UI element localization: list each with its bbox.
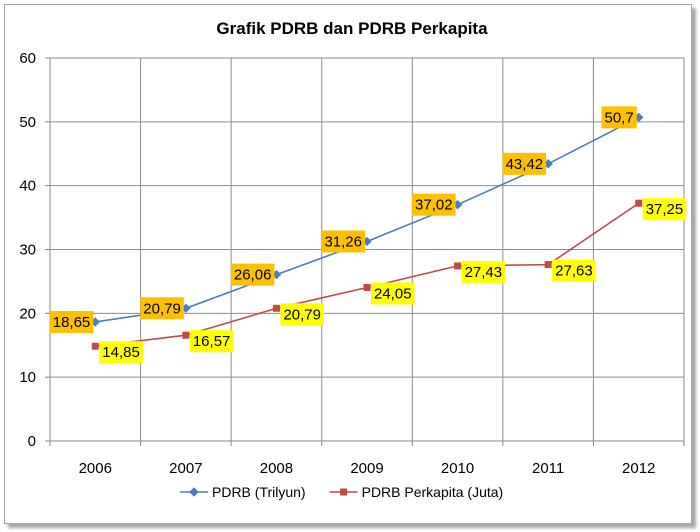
y-tick-label: 0 xyxy=(28,433,36,450)
data-point-marker xyxy=(91,342,99,350)
svg-text:18,65: 18,65 xyxy=(53,314,91,331)
data-point-marker xyxy=(272,304,280,312)
data-label: 14,85 xyxy=(99,341,143,364)
data-label: 37,25 xyxy=(642,198,687,221)
x-tick-label: 2010 xyxy=(441,460,474,477)
legend-item-1: PDRB (Trilyun) xyxy=(180,484,306,500)
data-point-marker xyxy=(454,262,462,270)
x-tick-label: 2008 xyxy=(260,460,293,477)
chart-title: Grafik PDRB dan PDRB Perkapita xyxy=(216,19,488,38)
y-tick-label: 20 xyxy=(19,305,36,322)
axes: 0 10 20 30 40 50 60 2006 2007 2008 2009 2010 2011 201… xyxy=(19,50,685,477)
data-label: 37,02 xyxy=(412,193,456,216)
svg-text:27,63: 27,63 xyxy=(555,263,593,280)
data-labels: 18,65 20,79 26,06 31,26 37,02 43,42 50,7 14,85 1… xyxy=(49,106,687,364)
y-tick-label: 30 xyxy=(19,242,36,259)
legend-label: PDRB Perkapita (Juta) xyxy=(362,484,504,500)
data-point-marker xyxy=(363,283,371,291)
svg-text:50,7: 50,7 xyxy=(605,109,634,126)
data-label: 20,79 xyxy=(280,303,324,326)
svg-text:20,79: 20,79 xyxy=(283,306,321,323)
grid-lines xyxy=(50,57,685,441)
legend-label: PDRB (Trilyun) xyxy=(212,484,306,500)
data-label: 18,65 xyxy=(49,310,94,333)
data-label: 27,63 xyxy=(552,259,596,282)
data-label: 50,7 xyxy=(601,106,637,129)
svg-text:37,25: 37,25 xyxy=(646,201,684,218)
data-label: 27,43 xyxy=(461,260,506,283)
y-tick-label: 60 xyxy=(19,50,36,67)
data-label: 16,57 xyxy=(189,330,234,353)
data-point-marker xyxy=(182,331,190,339)
data-label: 20,79 xyxy=(140,297,184,320)
y-tick-label: 10 xyxy=(19,369,36,386)
data-point-marker xyxy=(544,261,552,269)
x-tick-label: 2009 xyxy=(350,460,383,477)
x-tick-label: 2007 xyxy=(169,460,202,477)
svg-text:20,79: 20,79 xyxy=(143,300,181,317)
svg-text:37,02: 37,02 xyxy=(415,197,453,214)
data-label: 24,05 xyxy=(371,282,415,305)
svg-text:24,05: 24,05 xyxy=(374,285,412,302)
x-tick-label: 2012 xyxy=(622,460,655,477)
data-label: 31,26 xyxy=(321,230,365,253)
svg-text:27,43: 27,43 xyxy=(465,264,503,281)
svg-text:26,06: 26,06 xyxy=(234,267,272,284)
legend: PDRB (Trilyun) PDRB Perkapita (Juta) xyxy=(180,484,503,500)
data-label: 26,06 xyxy=(230,263,275,286)
legend-marker xyxy=(189,487,199,497)
y-tick-label: 50 xyxy=(19,114,36,131)
svg-text:43,42: 43,42 xyxy=(506,156,544,173)
data-point-marker xyxy=(635,199,643,207)
x-tick-label: 2011 xyxy=(532,460,564,477)
svg-text:31,26: 31,26 xyxy=(324,233,362,250)
svg-text:16,57: 16,57 xyxy=(193,333,231,350)
data-label: 43,42 xyxy=(502,152,547,175)
legend-item-2: PDRB Perkapita (Juta) xyxy=(329,484,504,500)
legend-marker xyxy=(340,488,348,496)
x-tick-label: 2006 xyxy=(79,460,112,477)
svg-text:14,85: 14,85 xyxy=(102,344,140,361)
series-line-1 xyxy=(95,116,640,323)
y-tick-label: 40 xyxy=(19,178,36,195)
